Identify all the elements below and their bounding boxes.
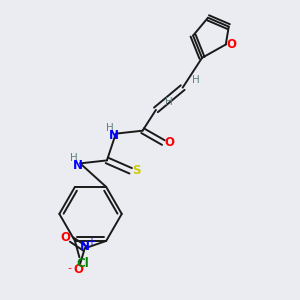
Text: O: O (226, 38, 236, 51)
Text: H: H (192, 75, 200, 85)
Text: O: O (74, 263, 84, 276)
Text: H: H (70, 153, 77, 163)
Text: -: - (68, 263, 72, 273)
Text: O: O (164, 136, 174, 149)
Text: N: N (109, 129, 119, 142)
Text: H: H (106, 123, 114, 133)
Text: +: + (87, 237, 95, 247)
Text: N: N (73, 159, 83, 172)
Text: S: S (132, 164, 141, 177)
Text: Cl: Cl (76, 257, 89, 270)
Text: N: N (80, 240, 90, 254)
Text: H: H (165, 98, 173, 107)
Text: O: O (60, 232, 70, 244)
